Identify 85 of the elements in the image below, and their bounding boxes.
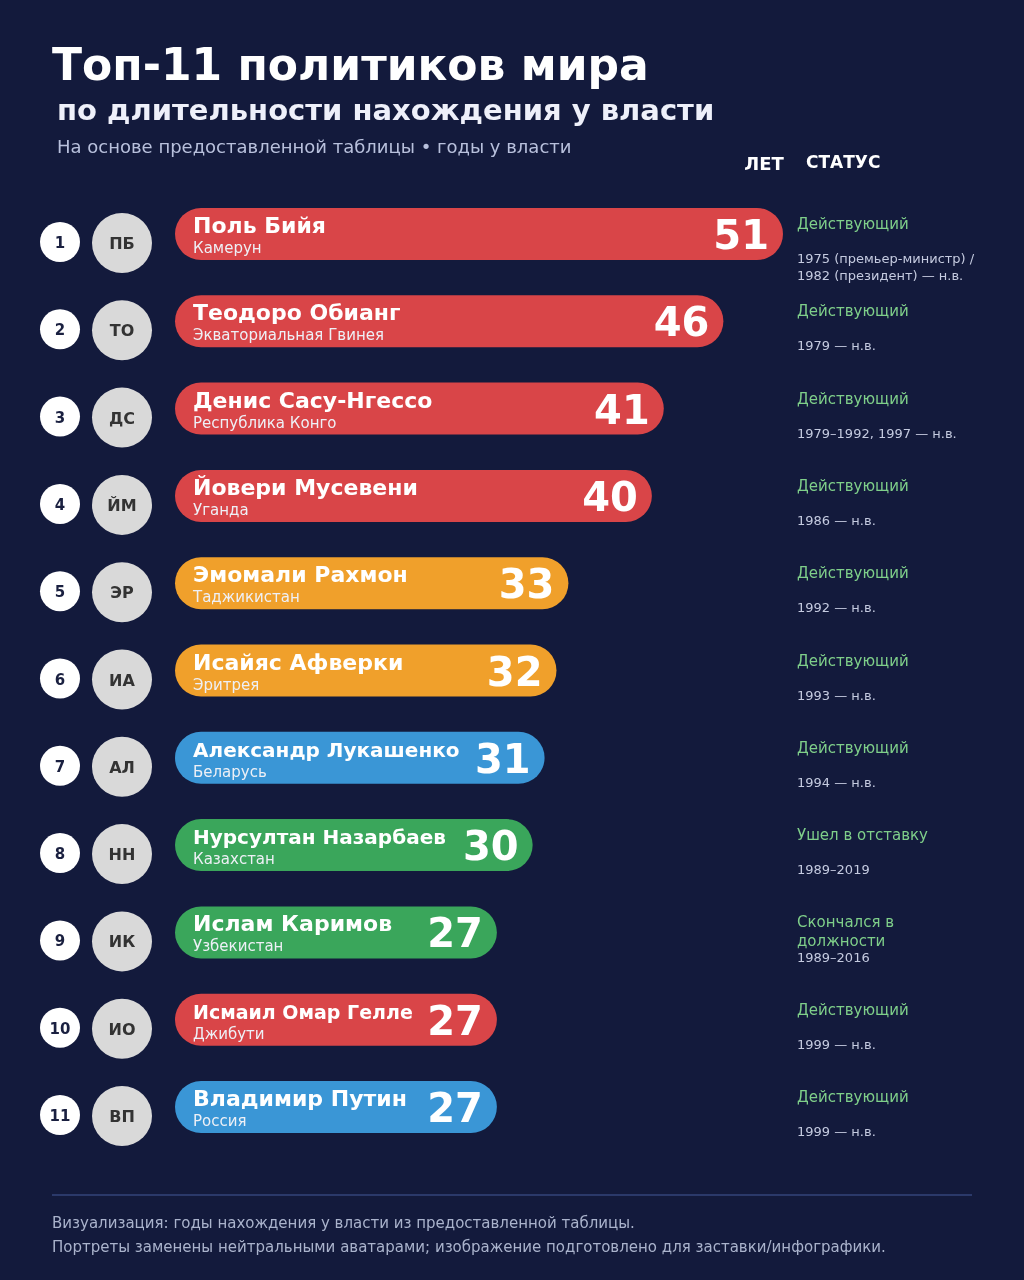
text: Действующий: [797, 215, 909, 233]
text: Визуализация: годы нахождения у власти из предоставленной таблицы.: [52, 1214, 635, 1232]
annotation: Казахстан: [193, 850, 275, 869]
text: 1: [54, 234, 66, 252]
annotation: Россия: [193, 1112, 247, 1130]
annotation: Джибути: [193, 1024, 265, 1043]
text: 7: [54, 757, 66, 776]
y-tick-label: Исайяс Афверки: [193, 649, 404, 675]
text: СТАТУС: [806, 152, 881, 172]
y-tick-label: Исмаил Омар Гелле: [193, 1000, 413, 1023]
annotation: Узбекистан: [193, 937, 284, 956]
text: Действующий: [797, 564, 909, 583]
chart-title: Топ-11 политиков мира: [52, 39, 649, 90]
text: ИА: [109, 670, 136, 690]
text: 1994 — н.в.: [797, 774, 876, 790]
text: ВП: [109, 1107, 135, 1126]
text: 8: [54, 845, 66, 864]
text: Действующий: [797, 302, 909, 321]
text: 1975 (премьер-министр) / 1982 (президент) — н.в.: [797, 251, 975, 283]
data-label: 41: [594, 386, 650, 433]
text: ИО: [108, 1019, 136, 1039]
text: ЙМ: [107, 495, 137, 515]
text: 1992 — н.в.: [797, 600, 876, 616]
text: ПБ: [109, 234, 135, 253]
text: ИК: [108, 932, 136, 952]
y-tick-label: Йовери Мусевени: [193, 474, 418, 500]
text: 9: [54, 932, 66, 951]
text: АЛ: [109, 757, 135, 777]
text: 1989–2016: [797, 950, 870, 966]
y-tick-label: Эмомали Рахмон: [193, 562, 408, 588]
bar: [175, 208, 783, 260]
text: 4: [54, 495, 66, 514]
y-tick-label: Александр Лукашенко: [193, 737, 460, 762]
y-tick-label: Денис Сасу-Нгессо: [193, 387, 433, 413]
text: НН: [108, 845, 136, 865]
data-label: 31: [474, 735, 531, 782]
text: 5: [54, 583, 66, 602]
text: Действующий: [797, 1088, 909, 1106]
annotation: Уганда: [193, 500, 249, 519]
text: 2: [54, 321, 66, 340]
data-label: 46: [653, 299, 710, 346]
text: Действующий: [797, 476, 909, 495]
text: 1999 — н.в.: [797, 1036, 876, 1052]
text: 11: [49, 1107, 71, 1125]
annotation: Экваториальная Гвинея: [193, 326, 384, 345]
annotation: Беларусь: [193, 762, 267, 781]
text: Действующий: [797, 738, 909, 757]
text: Действующий: [797, 389, 909, 408]
text: 6: [54, 670, 66, 689]
text: 1999 — н.в.: [797, 1124, 876, 1139]
chart-subtitle: по длительности нахождения у власти: [57, 93, 715, 127]
y-tick-label: Поль Бийя: [193, 213, 326, 238]
text: 1979–1992, 1997 — н.в.: [797, 425, 957, 441]
data-label: 40: [582, 473, 638, 520]
annotation: Эритрея: [193, 675, 260, 694]
y-tick-label: Владимир Путин: [193, 1086, 407, 1111]
text: Действующий: [797, 651, 909, 670]
annotation: Таджикистан: [192, 588, 300, 607]
data-label: 32: [486, 648, 543, 695]
text: 1986 — н.в.: [797, 512, 876, 528]
text: ЭР: [110, 583, 135, 603]
text: ДС: [109, 408, 135, 428]
y-tick-label: Теодоро Обианг: [193, 300, 401, 326]
text: ЛЕТ: [744, 153, 785, 174]
text: Портреты заменены нейтральными аватарами; изображение подготовлено для заставки/инфографики.: [52, 1238, 886, 1256]
data-label: 27: [427, 910, 483, 957]
text: 1993 — н.в.: [797, 687, 876, 703]
text: ТО: [109, 321, 135, 341]
text: 3: [54, 408, 66, 427]
data-label: 33: [498, 561, 555, 608]
text: Скончался в должности: [797, 913, 895, 951]
annotation: Республика Конго: [193, 413, 337, 432]
y-tick-label: Нурсултан Назарбаев: [193, 825, 446, 850]
text: 1989–2019: [797, 862, 870, 878]
data-label: 51: [713, 212, 769, 258]
text: На основе предоставленной таблицы • годы у власти: [57, 136, 572, 157]
data-label: 30: [462, 823, 519, 870]
text: 1979 — н.в.: [797, 338, 876, 354]
annotation: Камерун: [193, 239, 262, 257]
text: Действующий: [797, 1000, 909, 1019]
text: Ушел в отставку: [797, 826, 929, 845]
text: 10: [49, 1019, 71, 1038]
data-label: 27: [427, 1085, 483, 1131]
data-label: 27: [427, 997, 483, 1044]
y-tick-label: Ислам Каримов: [193, 911, 393, 937]
